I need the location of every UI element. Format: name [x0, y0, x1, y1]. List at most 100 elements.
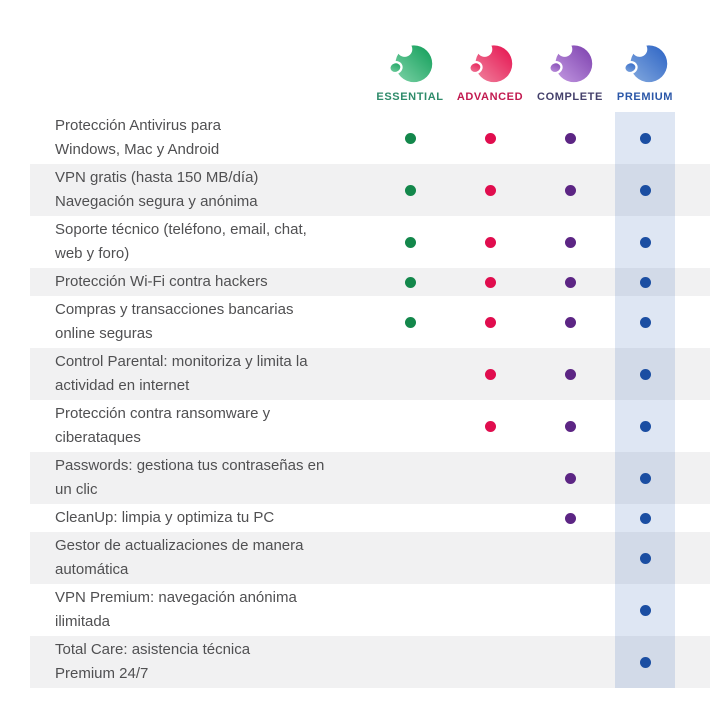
availability-cell-advanced	[450, 268, 530, 296]
feature-label: Soporte técnico (teléfono, email, chat, w…	[30, 216, 370, 268]
product-column-complete: COMPLETE	[530, 40, 610, 103]
availability-cell-complete	[530, 504, 610, 532]
availability-cell-essential	[370, 216, 450, 268]
included-dot	[564, 512, 576, 524]
feature-label: VPN Premium: navegación anónima ilimitada	[30, 584, 370, 636]
feature-label: Compras y transacciones bancarias online …	[30, 296, 370, 348]
included-dot	[639, 368, 651, 380]
feature-row: Gestor de actualizaciones de manera autom…	[30, 532, 710, 584]
feature-row: Total Care: asistencia técnica Premium 24…	[30, 636, 710, 688]
included-dot	[564, 420, 576, 432]
feature-label-line: online seguras	[55, 325, 153, 342]
included-dot	[404, 132, 416, 144]
feature-label-line: Premium 24/7	[55, 665, 149, 682]
product-column-essential: ESSENTIAL	[370, 40, 450, 103]
availability-cell-advanced	[450, 636, 530, 688]
feature-label-line: automática	[55, 561, 129, 578]
availability-cell-premium	[610, 504, 680, 532]
feature-label-line: VPN Premium: navegación anónima	[55, 589, 297, 606]
availability-cell-essential	[370, 584, 450, 636]
included-dot	[404, 184, 416, 196]
included-dot	[564, 276, 576, 288]
availability-cell-premium	[610, 348, 680, 400]
availability-cell-advanced	[450, 112, 530, 164]
feature-label: Control Parental: monitoriza y limita la…	[30, 348, 370, 400]
feature-row: Compras y transacciones bancarias online …	[30, 296, 710, 348]
feature-label-line: ilimitada	[55, 613, 111, 630]
feature-label-line: Gestor de actualizaciones de manera	[55, 537, 304, 554]
feature-label: Protección Wi-Fi contra hackers	[30, 268, 370, 296]
feature-row: Passwords: gestiona tus contraseñas en un…	[30, 452, 710, 504]
included-dot	[484, 236, 496, 248]
feature-row: VPN gratis (hasta 150 MB/día) Navegación …	[30, 164, 710, 216]
feature-label-line: Passwords: gestiona tus contraseñas en	[55, 457, 325, 474]
product-name: COMPLETE	[537, 91, 603, 103]
product-column-advanced: ADVANCED	[450, 40, 530, 103]
availability-cell-essential	[370, 504, 450, 532]
feature-label: Protección Antivirus para Windows, Mac y …	[30, 112, 370, 164]
included-dot	[404, 236, 416, 248]
included-dot	[564, 236, 576, 248]
availability-cell-premium	[610, 112, 680, 164]
feature-row: Control Parental: monitoriza y limita la…	[30, 348, 710, 400]
panda-premium-logo	[623, 41, 668, 83]
availability-cell-advanced	[450, 584, 530, 636]
feature-row: Soporte técnico (teléfono, email, chat, w…	[30, 216, 710, 268]
included-dot	[484, 132, 496, 144]
availability-cell-essential	[370, 400, 450, 452]
included-dot	[639, 512, 651, 524]
panda-advanced-logo	[468, 41, 513, 83]
availability-cell-advanced	[450, 348, 530, 400]
included-dot	[564, 316, 576, 328]
included-dot	[564, 472, 576, 484]
feature-label-line: Windows, Mac y Android	[55, 141, 220, 158]
feature-label: Passwords: gestiona tus contraseñas en un…	[30, 452, 370, 504]
availability-cell-advanced	[450, 504, 530, 532]
panda-essential-logo	[388, 41, 433, 83]
availability-cell-premium	[610, 636, 680, 688]
included-dot	[484, 276, 496, 288]
feature-label: CleanUp: limpia y optimiza tu PC	[30, 504, 370, 532]
included-dot	[564, 368, 576, 380]
availability-cell-essential	[370, 268, 450, 296]
included-dot	[639, 276, 651, 288]
feature-label-line: Protección contra ransomware y	[55, 405, 271, 422]
availability-cell-complete	[530, 348, 610, 400]
feature-label-line: actividad en internet	[55, 377, 190, 394]
feature-label-line: Protección Wi-Fi contra hackers	[55, 273, 268, 290]
included-dot	[404, 276, 416, 288]
panda-complete-logo	[548, 41, 593, 83]
availability-cell-essential	[370, 636, 450, 688]
included-dot	[639, 552, 651, 564]
included-dot	[639, 420, 651, 432]
availability-cell-premium	[610, 268, 680, 296]
availability-cell-complete	[530, 636, 610, 688]
included-dot	[639, 184, 651, 196]
availability-cell-complete	[530, 400, 610, 452]
availability-cell-essential	[370, 112, 450, 164]
feature-label: Gestor de actualizaciones de manera autom…	[30, 532, 370, 584]
included-dot	[404, 316, 416, 328]
availability-cell-complete	[530, 296, 610, 348]
feature-label-line: CleanUp: limpia y optimiza tu PC	[55, 509, 275, 526]
included-dot	[564, 184, 576, 196]
included-dot	[564, 132, 576, 144]
availability-cell-essential	[370, 164, 450, 216]
feature-label-line: un clic	[55, 481, 98, 498]
included-dot	[484, 316, 496, 328]
feature-row: Protección Antivirus para Windows, Mac y …	[30, 112, 710, 164]
availability-cell-premium	[610, 532, 680, 584]
plan-comparison-table: ESSENTIAL ADVANCED COMPLETE PREMIUM Protecc…	[30, 40, 710, 688]
products-header: ESSENTIAL ADVANCED COMPLETE PREMIUM	[30, 40, 710, 112]
feature-label-line: web y foro)	[55, 245, 130, 262]
availability-cell-premium	[610, 164, 680, 216]
feature-label-line: ciberataques	[55, 429, 141, 446]
feature-row: Protección contra ransomware y ciberataqu…	[30, 400, 710, 452]
availability-cell-premium	[610, 584, 680, 636]
feature-label-line: Soporte técnico (teléfono, email, chat,	[55, 221, 307, 238]
availability-cell-advanced	[450, 452, 530, 504]
availability-cell-essential	[370, 348, 450, 400]
feature-rows: Protección Antivirus para Windows, Mac y …	[30, 112, 710, 688]
included-dot	[639, 472, 651, 484]
